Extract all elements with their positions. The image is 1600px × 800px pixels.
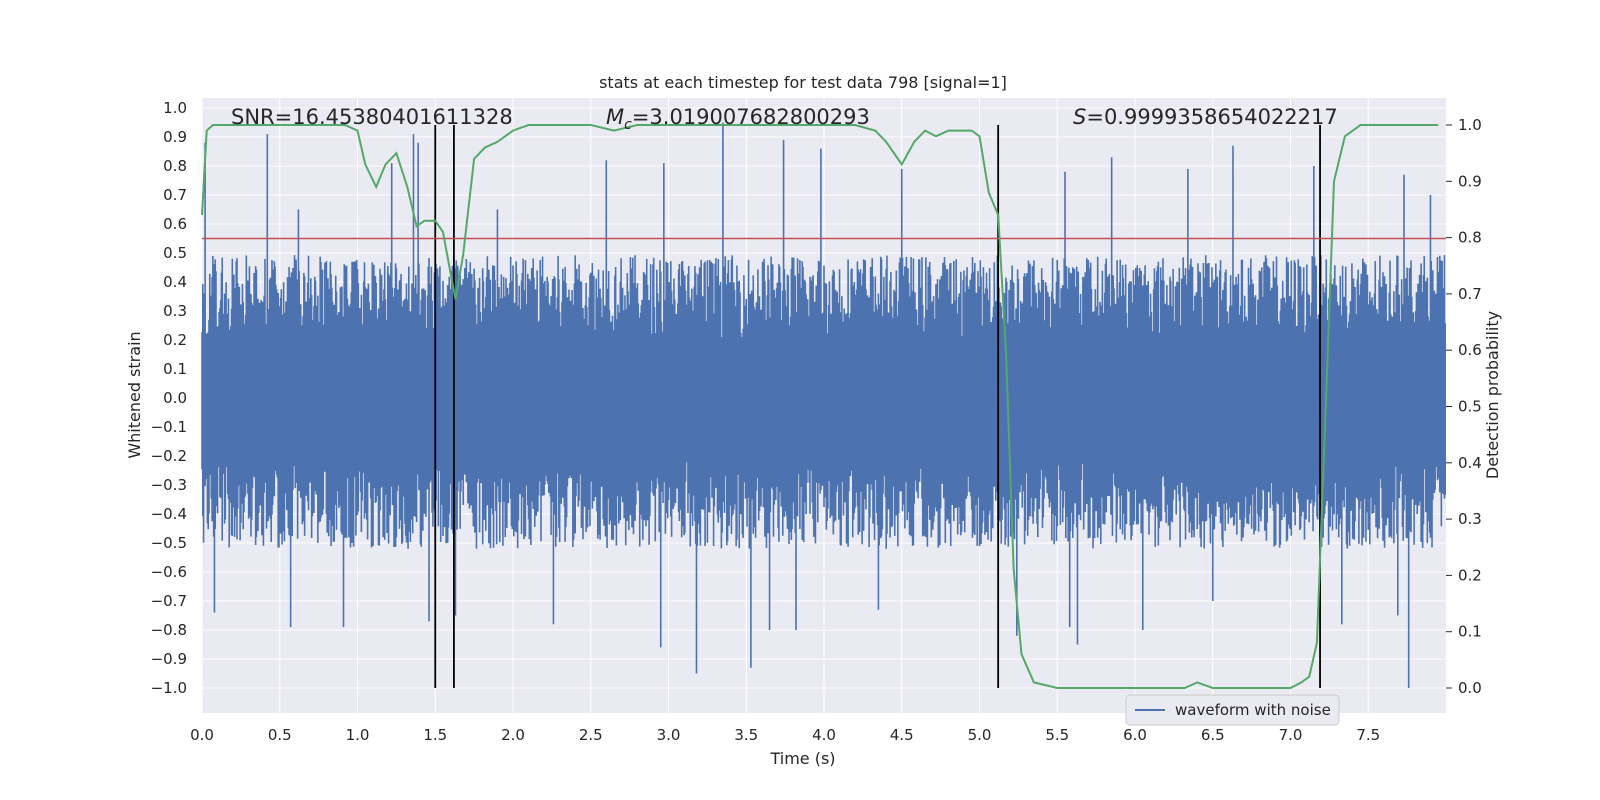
left-y-tick-label: 0.4 [163, 273, 187, 291]
x-tick-label: 2.5 [579, 726, 603, 744]
x-tick-label: 4.5 [890, 726, 914, 744]
x-tick-label: 1.5 [423, 726, 447, 744]
left-y-tick-label: −0.2 [151, 447, 187, 465]
x-tick-label: 7.0 [1279, 726, 1303, 744]
chirp-mass-annotation: Mc=3.019007682800293 [606, 105, 870, 133]
right-y-tick-label: 0.4 [1458, 454, 1482, 472]
left-y-tick-label: −0.4 [151, 505, 187, 523]
x-axis-label: Time (s) [769, 749, 835, 768]
right-y-axis-ticks: 1.0 0.9 0.8 0.7 0.6 0.5 0.4 0.3 0.2 0.1 0.0 [1446, 116, 1482, 697]
left-y-tick-label: 0.7 [163, 186, 187, 204]
left-y-tick-label: −0.1 [151, 418, 187, 436]
legend: waveform with noise [1125, 694, 1340, 726]
left-y-tick-label: 0.6 [163, 215, 187, 233]
x-tick-label: 0.5 [268, 726, 292, 744]
left-y-tick-label: −1.0 [151, 679, 187, 697]
x-tick-label: 6.0 [1123, 726, 1147, 744]
x-tick-label: 5.5 [1045, 726, 1069, 744]
right-y-tick-label: 0.2 [1458, 566, 1482, 584]
left-y-tick-label: 0.3 [163, 302, 187, 320]
right-y-tick-label: 0.7 [1458, 285, 1482, 303]
left-y-tick-label: −0.3 [151, 476, 187, 494]
left-y-tick-label: 0.1 [163, 360, 187, 378]
left-y-tick-label: −0.6 [151, 563, 187, 581]
left-y-tick-label: 0.5 [163, 244, 187, 262]
left-y-tick-label: −0.9 [151, 650, 187, 668]
left-y-tick-label: 0.2 [163, 331, 187, 349]
left-y-tick-label: −0.7 [151, 592, 187, 610]
x-axis-ticks: 0.0 0.5 1.0 1.5 2.0 2.5 3.0 3.5 4.0 4.5 5.0 5.5 6.0 6… [190, 726, 1380, 744]
x-tick-label: 2.0 [501, 726, 525, 744]
x-tick-label: 6.5 [1201, 726, 1225, 744]
left-y-axis-ticks: 1.0 0.9 0.8 0.7 0.6 0.5 0.4 0.3 0.2 0.1 0.0 −0.1 −0.… [151, 99, 187, 697]
right-y-tick-label: 0.0 [1458, 679, 1482, 697]
chirp-mass-subscript: c [624, 117, 632, 133]
legend-entry: waveform with noise [1175, 701, 1331, 719]
score-annotation: S=0.9999358654022217 [1073, 105, 1338, 129]
right-y-tick-label: 0.9 [1458, 172, 1482, 190]
right-y-tick-label: 1.0 [1458, 116, 1482, 134]
x-tick-label: 0.0 [190, 726, 214, 744]
score-symbol: S [1073, 105, 1086, 129]
x-tick-label: 3.0 [657, 726, 681, 744]
x-tick-label: 5.0 [968, 726, 992, 744]
chart-title: stats at each timestep for test data 798… [599, 73, 1007, 92]
x-tick-label: 7.5 [1356, 726, 1380, 744]
right-y-tick-label: 0.5 [1458, 398, 1482, 416]
score-value: =0.9999358654022217 [1086, 105, 1337, 129]
legend-box [1125, 694, 1340, 726]
x-tick-label: 4.0 [812, 726, 836, 744]
left-y-tick-label: −0.8 [151, 621, 187, 639]
left-y-axis-label: Whitened strain [125, 331, 144, 458]
right-y-axis-label: Detection probability [1483, 311, 1502, 479]
waveform-with-noise-series [201, 122, 1447, 688]
right-y-tick-label: 0.3 [1458, 510, 1482, 528]
right-y-tick-label: 0.6 [1458, 341, 1482, 359]
left-y-tick-label: 0.9 [163, 128, 187, 146]
left-y-tick-label: 0.0 [163, 389, 187, 407]
chirp-mass-value: =3.019007682800293 [632, 105, 870, 129]
chirp-mass-symbol: M [606, 105, 624, 129]
right-y-tick-label: 0.1 [1458, 623, 1482, 641]
waveform-with-noise-trace [201, 122, 1447, 688]
detection-probability-line [201, 124, 1439, 689]
x-tick-label: 3.5 [734, 726, 758, 744]
right-y-tick-label: 0.8 [1458, 229, 1482, 247]
left-y-tick-label: −0.5 [151, 534, 187, 552]
x-tick-label: 1.0 [346, 726, 370, 744]
left-y-tick-label: 0.8 [163, 157, 187, 175]
snr-annotation: SNR=16.45380401611328 [231, 105, 513, 129]
left-y-tick-label: 1.0 [163, 99, 187, 117]
